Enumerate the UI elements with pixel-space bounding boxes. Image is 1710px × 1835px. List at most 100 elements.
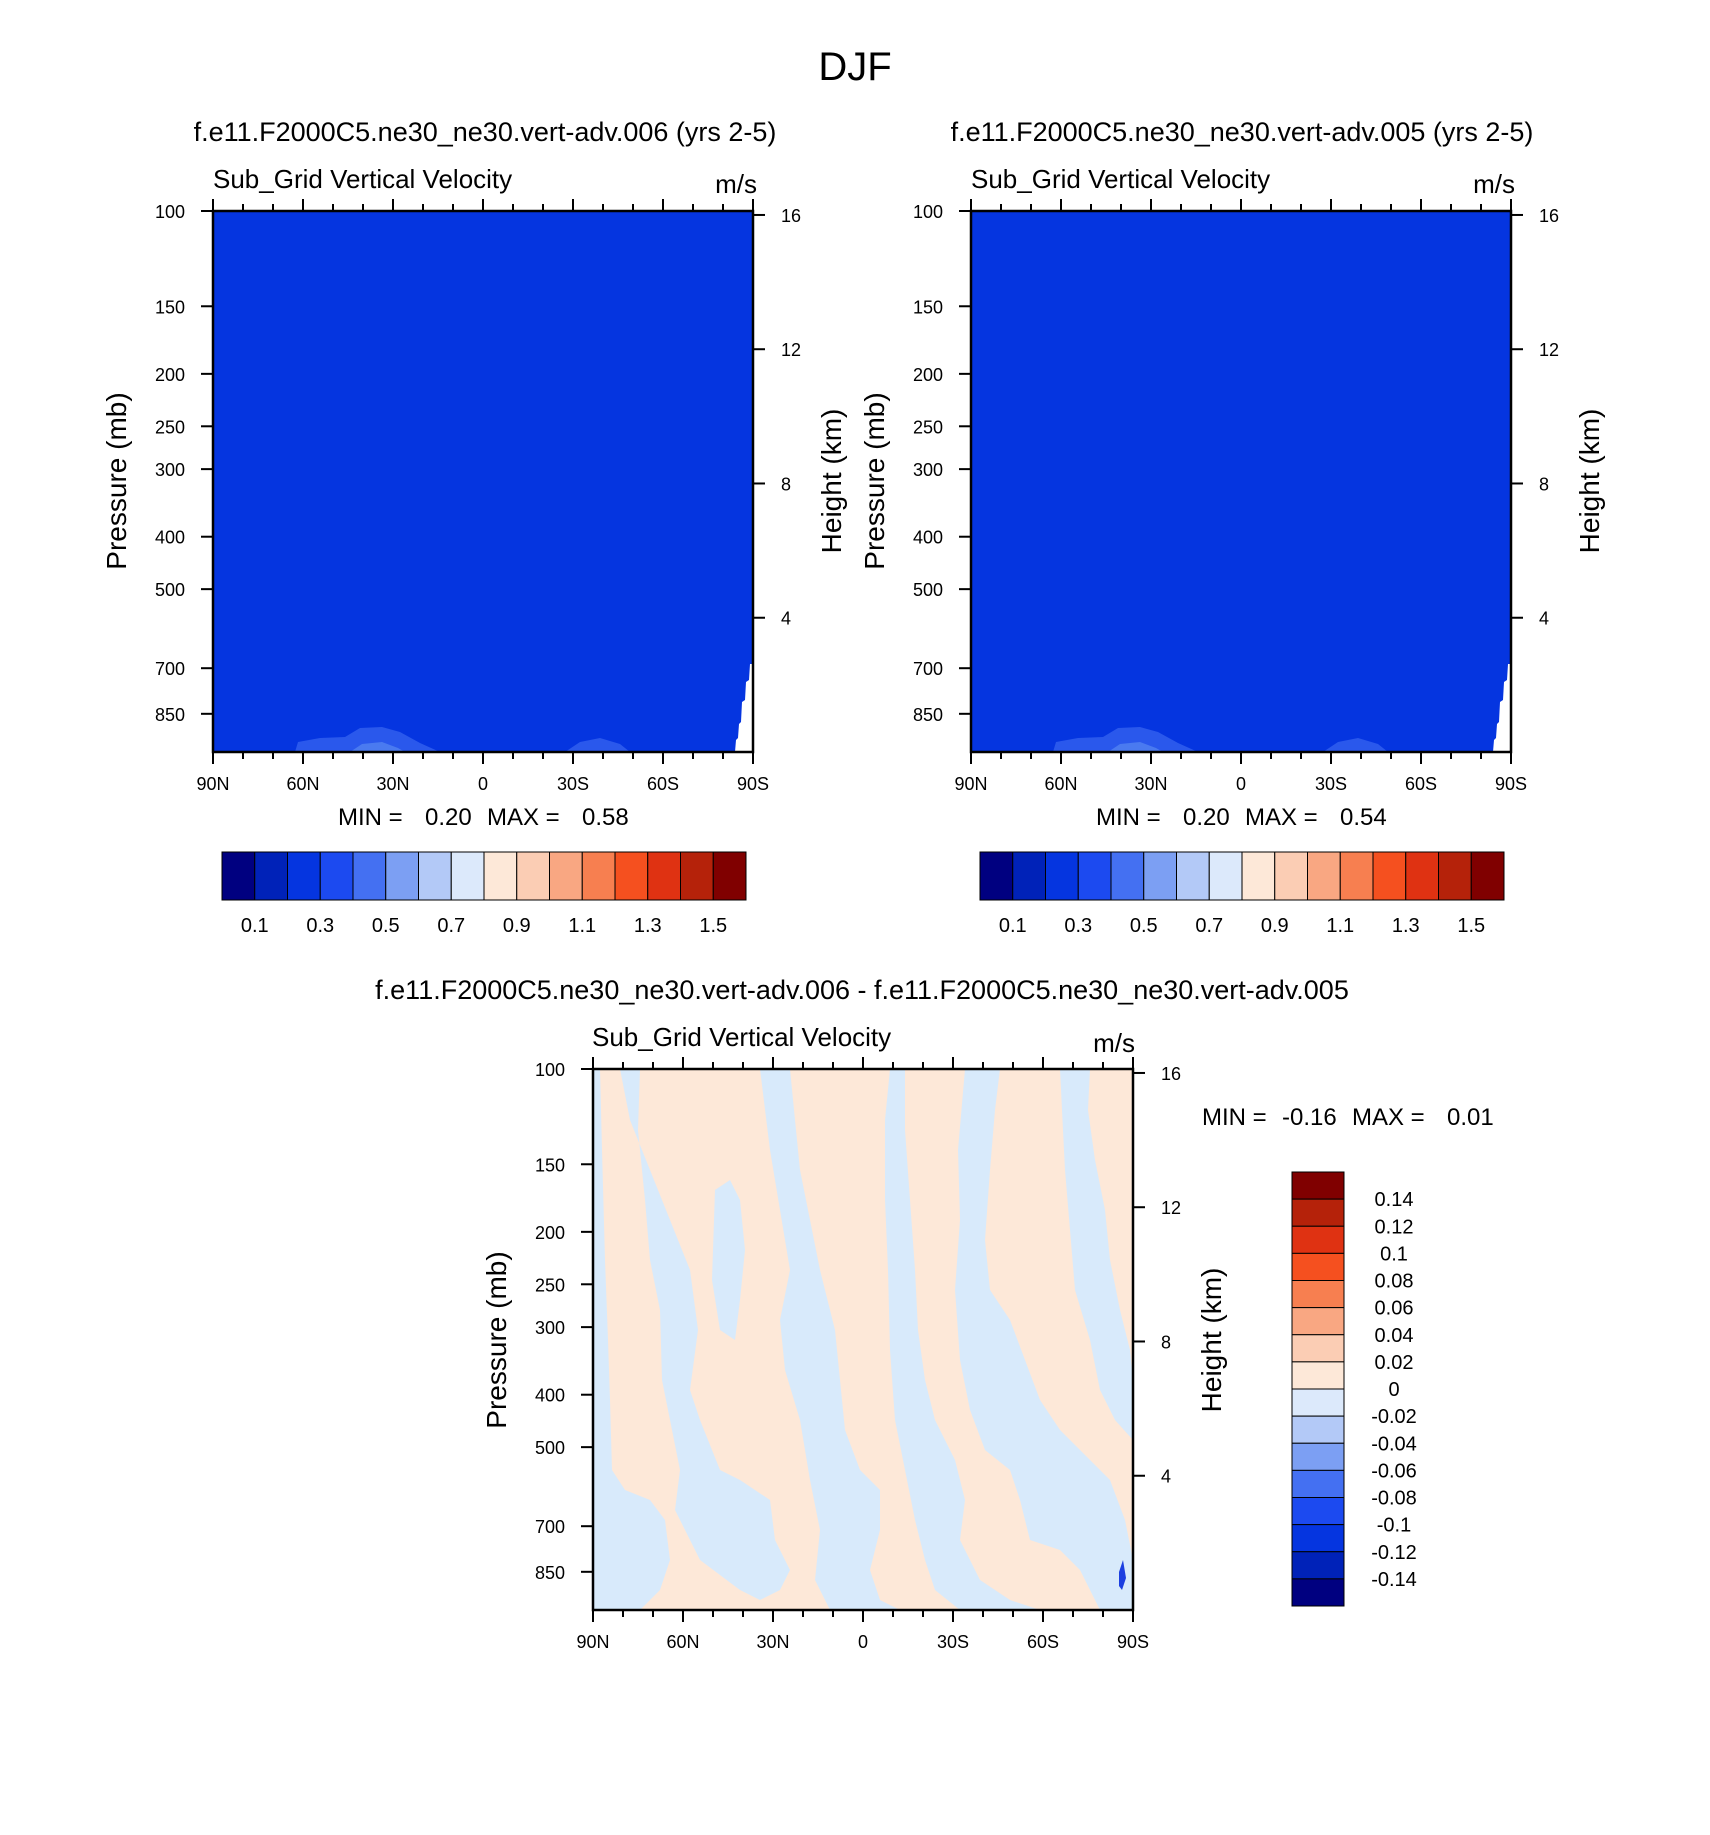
pressure-tick-label: 400 [155,528,185,548]
colorbar-swatch [647,851,681,901]
panel-difference: f.e11.F2000C5.ne30_ne30.vert-adv.006 - f… [375,975,1494,1652]
colorbar-label: 0.5 [372,915,400,937]
colorbar-label: -0.1 [1377,1515,1411,1537]
panel-diff-neg-band-f [955,1069,1133,1610]
panel-diff-colorbar: 0.14 0.12 0.1 0.08 0.06 0.04 0.02 0 -0.02 -0.04 -0… [1291,1171,1417,1607]
panel-1-max-value: 0.58 [582,804,629,831]
panel-2-latitude-axis: 90N 60N 30N 0 30S 60S 90S [954,199,1527,794]
colorbar-swatch [1291,1578,1345,1607]
panel-diff-subtitle: Sub_Grid Vertical Velocity [592,1022,891,1052]
colorbar-swatch [581,851,616,901]
colorbar-swatch [1012,851,1046,901]
latitude-tick-label: 60S [647,774,679,794]
height-tick-label: 4 [781,609,791,629]
colorbar-label: 0.02 [1375,1352,1414,1374]
colorbar-swatch [1339,851,1374,901]
latitude-tick-label: 30N [756,1632,789,1652]
pressure-tick-label: 100 [535,1060,565,1080]
height-tick-label: 12 [1539,340,1559,360]
height-tick-label: 8 [1539,474,1549,494]
page-title: DJF [818,45,891,89]
panel-diff-title: f.e11.F2000C5.ne30_ne30.vert-adv.006 - f… [375,975,1349,1005]
colorbar-label: 0.04 [1375,1325,1414,1347]
colorbar-swatch [1405,851,1439,901]
colorbar-swatch [287,851,321,901]
colorbar-label: 0.9 [1261,915,1289,937]
colorbar-label: 0.1 [999,915,1027,937]
pressure-tick-label: 850 [155,705,185,725]
pressure-tick-label: 300 [155,460,185,480]
colorbar-label: 0.5 [1130,915,1158,937]
pressure-tick-label: 500 [913,580,943,600]
colorbar-label: -0.12 [1371,1542,1417,1564]
colorbar-swatch [1291,1334,1345,1363]
pressure-tick-label: 700 [535,1517,565,1537]
latitude-tick-label: 30S [557,774,589,794]
panel-diff-latitude-axis: 90N 60N 30N 0 30S 60S 90S [576,1057,1149,1652]
colorbar-swatch [1291,1225,1345,1254]
colorbar-swatch [614,851,649,901]
panel-2-colorbar: 0.1 0.3 0.5 0.7 0.9 1.1 1.3 1.5 [979,851,1505,937]
pressure-tick-label: 850 [535,1563,565,1583]
pressure-tick-label: 400 [535,1386,565,1406]
panel-2-min-value: 0.20 [1183,804,1230,831]
panel-diff-min-label: MIN = [1202,1104,1267,1131]
colorbar-label: 0.08 [1375,1271,1414,1293]
colorbar-label: 0.12 [1375,1216,1414,1238]
colorbar-swatch [1470,851,1505,901]
pressure-tick-label: 500 [155,580,185,600]
colorbar-swatch [483,851,518,901]
panel-diff-strong-neg [1119,1560,1126,1590]
panel-2-height-axis: 16 12 8 4 [1511,206,1559,629]
latitude-tick-label: 60N [286,774,319,794]
panel-2-plot-area [971,211,1511,752]
colorbar-swatch [1291,1388,1345,1417]
height-tick-label: 16 [1161,1064,1181,1084]
panel-diff-units: m/s [1093,1028,1135,1058]
colorbar-swatch [1110,851,1145,901]
panel-1-min-label: MIN = [338,804,403,831]
panel-diff-neg-band-a [593,1069,670,1610]
height-tick-label: 8 [1161,1332,1171,1352]
height-tick-label: 12 [781,340,801,360]
colorbar-label: 1.5 [1457,915,1485,937]
colorbar-swatch [1208,851,1243,901]
panel-2-light-bump-south [1323,738,1388,752]
panel-2-max-value: 0.54 [1340,804,1387,831]
panel-1-pressure-axis: 100 150 200 250 300 400 500 700 850 [155,202,213,725]
colorbar-label: 1.3 [634,915,662,937]
colorbar-label: 1.1 [568,915,596,937]
colorbar-swatch [1372,851,1407,901]
panel-diff-max-label: MAX = [1352,1104,1425,1131]
panel-2-max-label: MAX = [1245,804,1318,831]
panel-1-ylabel-right: Height (km) [816,409,847,554]
colorbar-swatch [1291,1442,1345,1471]
latitude-tick-label: 60N [666,1632,699,1652]
colorbar-swatch [418,851,452,901]
colorbar-swatch [712,851,747,901]
panel-diff-height-axis: 16 12 8 4 [1133,1064,1181,1487]
panel-1-latitude-axis: 90N 60N 30N 0 30S 60S 90S [196,199,769,794]
panel-1-min-value: 0.20 [425,804,472,831]
colorbar-swatch [516,851,550,901]
colorbar-swatch [1291,1280,1345,1309]
panel-1-missing-data [735,664,753,752]
colorbar-swatch [680,851,714,901]
panel-1-light-bump-north [295,727,440,752]
pressure-tick-label: 850 [913,705,943,725]
pressure-tick-label: 150 [535,1155,565,1175]
colorbar-label: -0.06 [1371,1460,1417,1482]
colorbar-label: 0.3 [1064,915,1092,937]
panel-diff-neg-band-d [760,1069,900,1610]
colorbar-swatch [1241,851,1276,901]
colorbar-label: 0 [1388,1379,1399,1401]
colorbar-label: -0.02 [1371,1406,1417,1428]
latitude-tick-label: 0 [478,774,488,794]
colorbar-label: 1.3 [1392,915,1420,937]
panel-2-subtitle: Sub_Grid Vertical Velocity [971,164,1270,194]
panel-diff-neg-band-b [620,1069,790,1600]
colorbar-swatch [1291,1307,1345,1336]
height-tick-label: 12 [1161,1198,1181,1218]
colorbar-label: 0.1 [241,915,269,937]
height-tick-label: 4 [1539,609,1549,629]
